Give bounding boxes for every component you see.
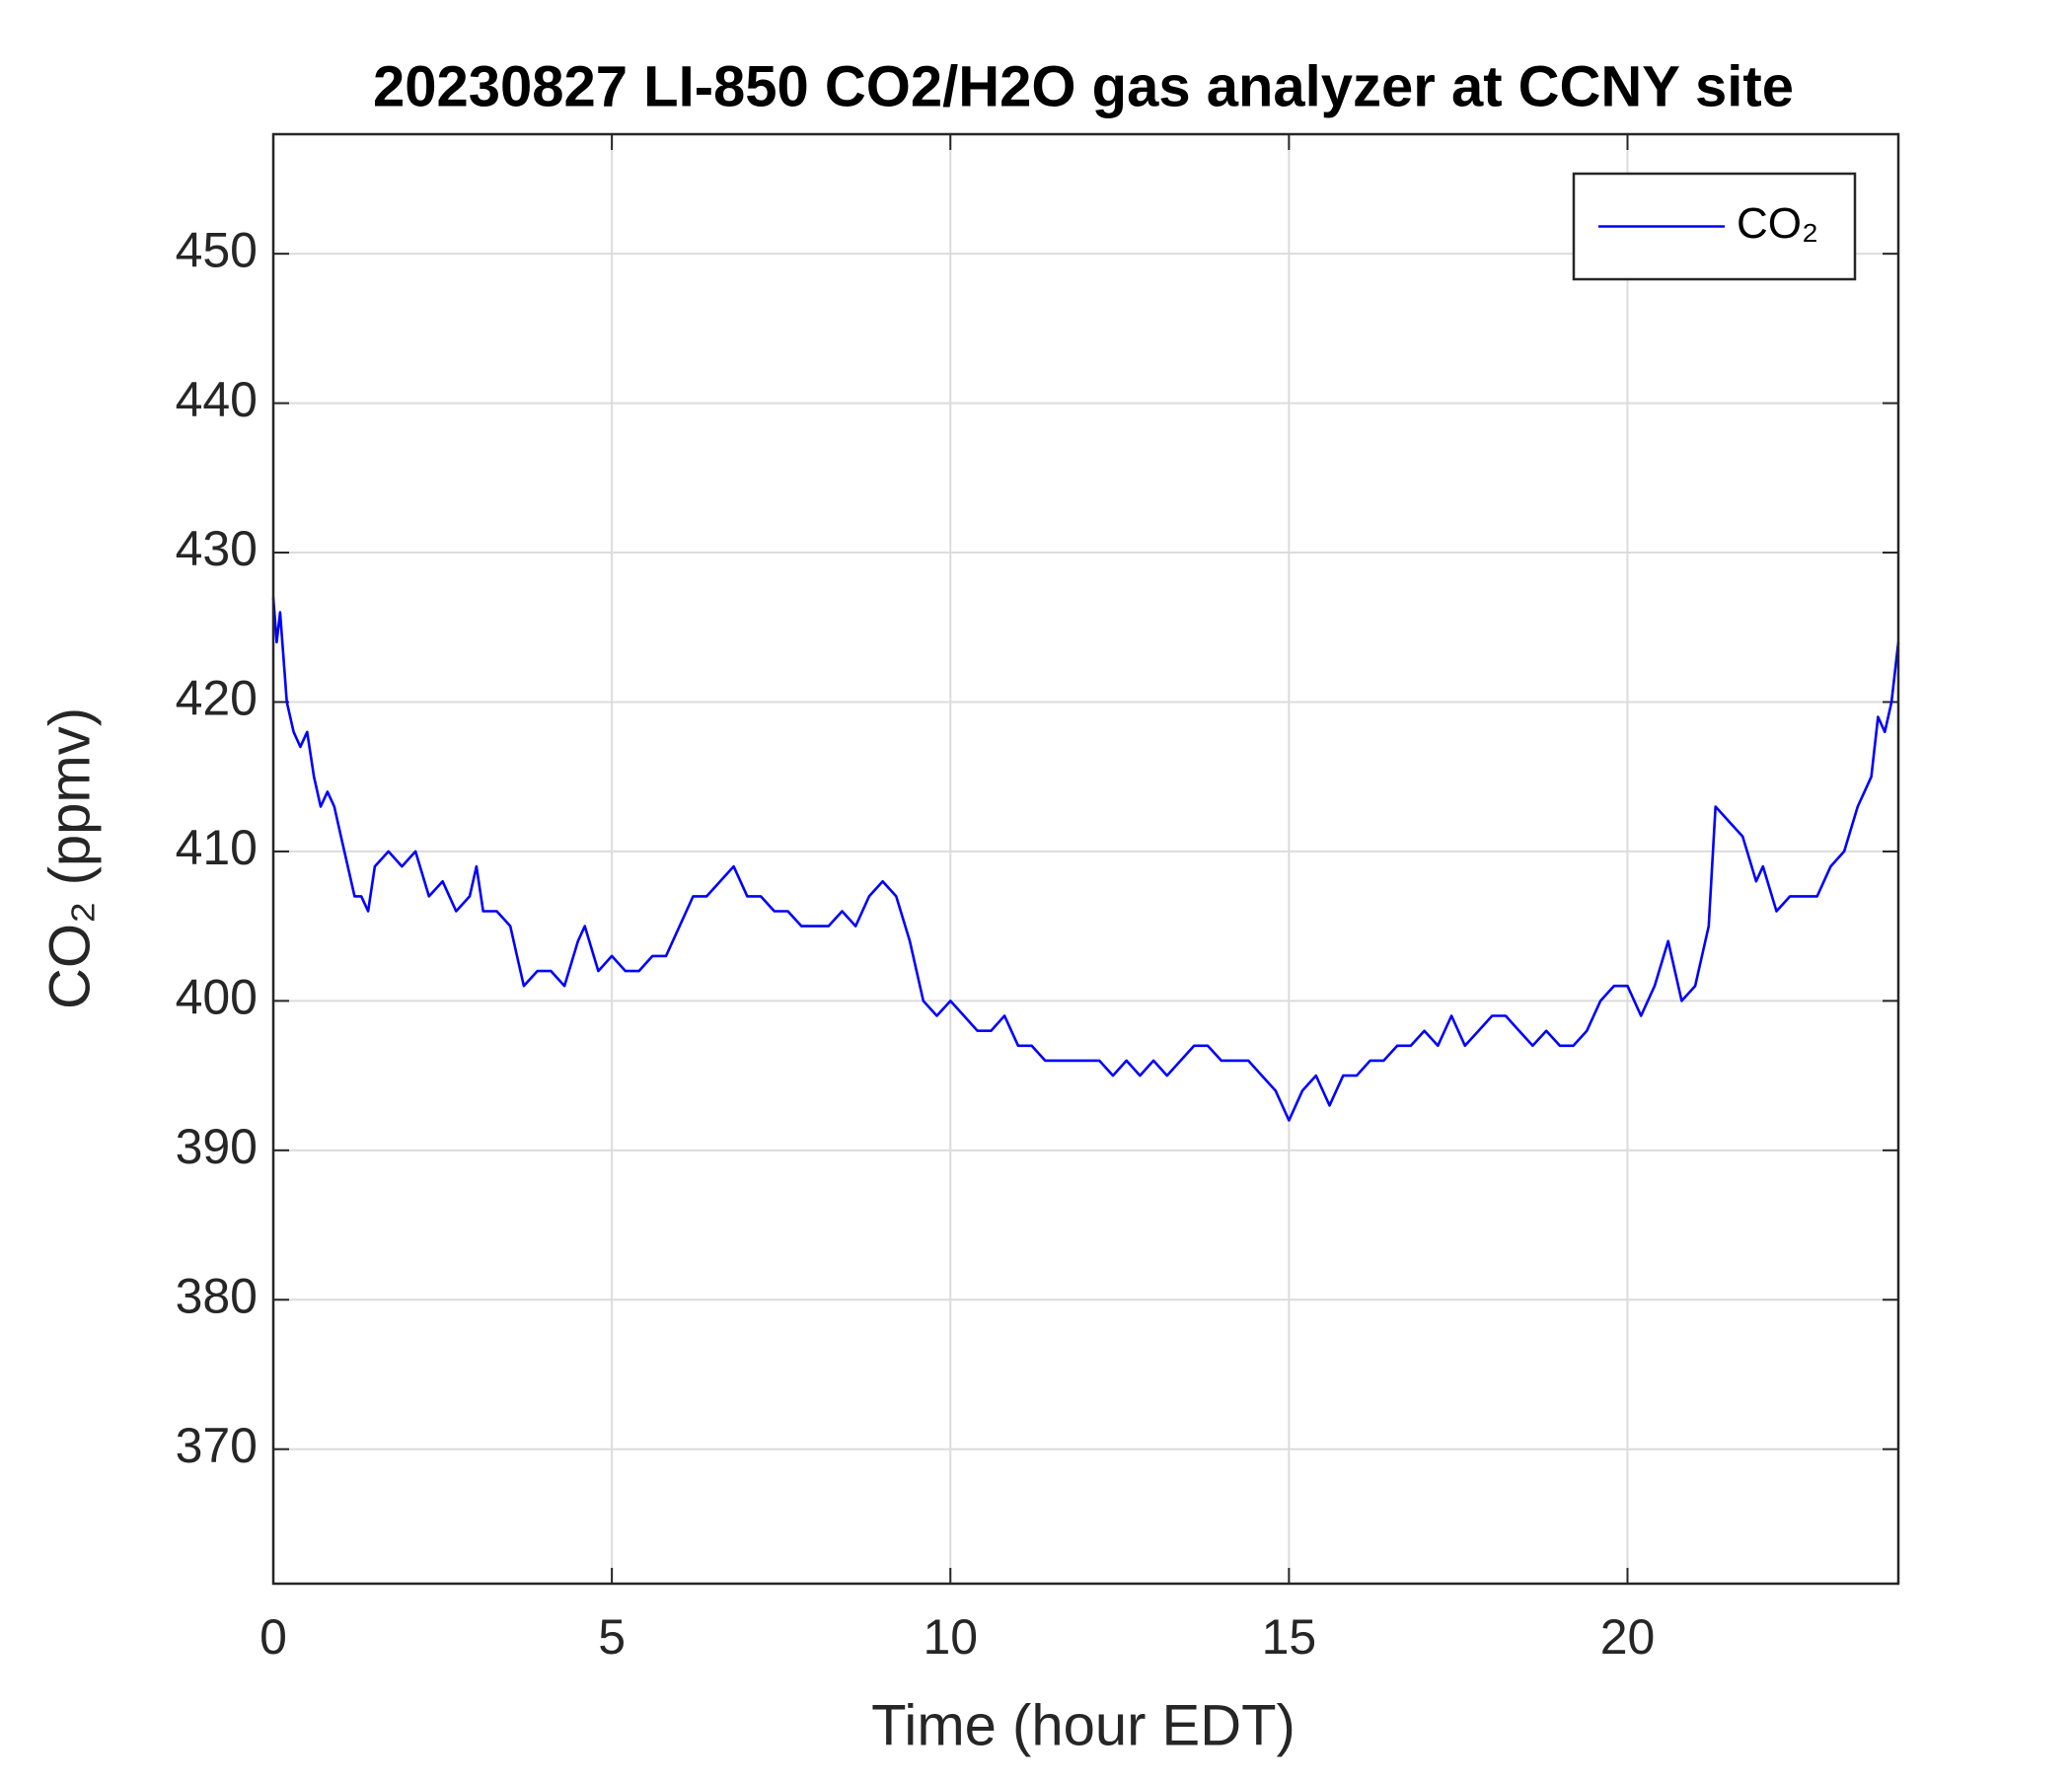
- plot-area: [273, 134, 1898, 1584]
- x-tick-label: 15: [1262, 1609, 1317, 1665]
- y-tick-label: 410: [176, 820, 258, 875]
- y-tick-label: 430: [176, 521, 258, 576]
- y-tick-label: 420: [176, 671, 258, 726]
- y-tick-label: 400: [176, 970, 258, 1025]
- data-line: [271, 597, 1900, 1122]
- axes-box: [271, 132, 1900, 1586]
- y-tick-label: 390: [176, 1119, 258, 1174]
- x-tick-label: 0: [259, 1609, 287, 1665]
- chart-title: 20230827 LI-850 CO2/H2O gas analyzer at …: [373, 54, 1794, 118]
- y-tick-label: 440: [176, 372, 258, 427]
- x-axis-label: Time (hour EDT): [871, 1693, 1295, 1757]
- x-tick-label: 10: [923, 1609, 978, 1665]
- y-tick-label: 450: [176, 222, 258, 277]
- x-tick-label: 5: [598, 1609, 626, 1665]
- y-tick-label: 380: [176, 1268, 258, 1323]
- y-axis-label: CO₂ (ppmv): [37, 707, 102, 1009]
- x-tick-label: 20: [1600, 1609, 1656, 1665]
- legend-label: CO₂: [1737, 199, 1818, 248]
- y-tick-label: 370: [176, 1418, 258, 1473]
